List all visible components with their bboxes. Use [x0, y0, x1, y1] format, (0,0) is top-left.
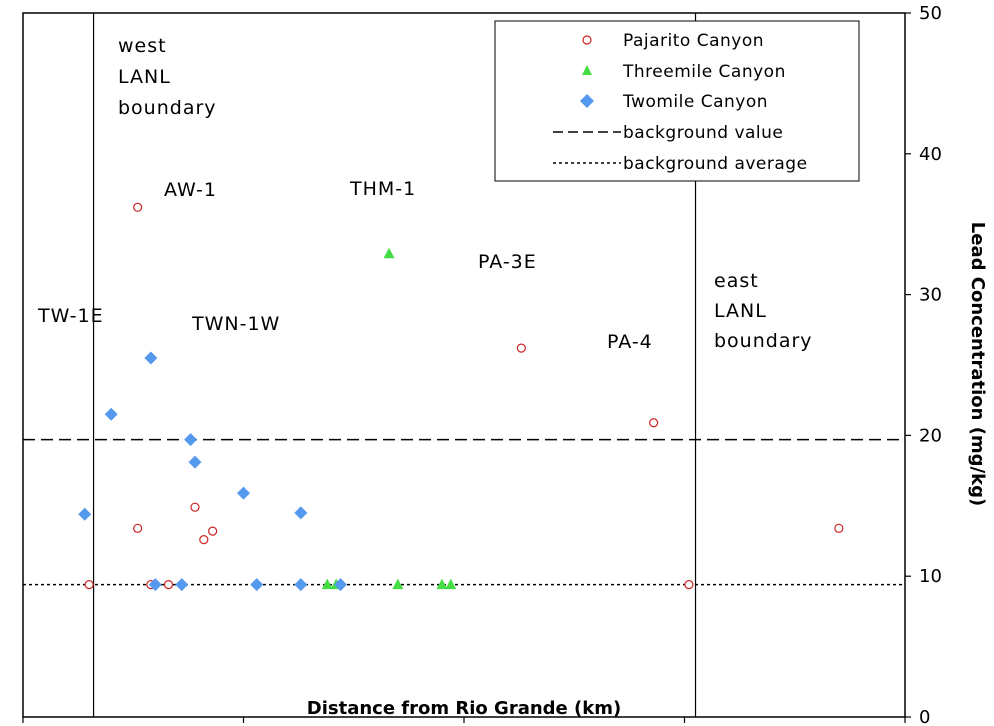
y-tick-label: 20	[919, 425, 942, 446]
west-boundary-label: west LANL boundary	[118, 35, 217, 119]
point-pajarito-canyon	[190, 502, 200, 512]
point-pajarito-canyon	[516, 343, 526, 353]
label-aw-1: AW-1	[164, 179, 217, 201]
y-axis-title: Lead Concentration (mg/kg)	[967, 222, 988, 506]
point-pajarito-canyon	[834, 523, 844, 533]
legend-label-pajarito: Pajarito Canyon	[623, 31, 764, 51]
point-pajarito-canyon	[84, 580, 94, 590]
y-tick-label: 30	[919, 285, 942, 306]
point-pajarito-canyon	[163, 580, 174, 590]
y-tick-label: 40	[919, 144, 942, 165]
label-twn-1w: TWN-1W	[191, 313, 280, 335]
legend: Pajarito Canyon Threemile Canyon Twomile…	[494, 20, 860, 182]
point-pajarito-canyon	[684, 580, 694, 590]
point-threemile-canyon	[383, 247, 395, 259]
well-labels: AW-1 THM-1 PA-3E PA-4 TW-1E TWN-1W	[37, 178, 653, 353]
point-twomile-canyon	[144, 351, 158, 365]
label-thm-1: THM-1	[349, 178, 416, 200]
point-twomile-canyon	[148, 578, 162, 592]
legend-label-twomile: Twomile Canyon	[622, 92, 768, 112]
x-axis-title: Distance from Rio Grande (km)	[307, 698, 621, 719]
west-boundary-label-line3: boundary	[118, 97, 217, 119]
west-boundary-label-line1: west	[118, 35, 167, 57]
point-pajarito-canyon	[199, 534, 209, 545]
x-axis-ticks: 20151050	[22, 717, 906, 723]
y-tick-label: 50	[919, 3, 942, 24]
point-threemile-canyon	[445, 578, 457, 590]
point-threemile-canyon	[392, 578, 404, 590]
label-pa-3e: PA-3E	[478, 251, 537, 273]
point-pajarito-canyon	[133, 202, 143, 212]
east-boundary-label-line1: east	[714, 270, 759, 292]
label-pa-4: PA-4	[607, 331, 653, 353]
point-pajarito-canyon	[649, 418, 659, 428]
legend-label-background-value: background value	[623, 123, 783, 143]
point-twomile-canyon	[250, 578, 264, 592]
legend-label-background-average: background average	[623, 154, 808, 174]
point-twomile-canyon	[175, 578, 189, 592]
point-twomile-canyon	[188, 455, 202, 469]
y-tick-label: 0	[919, 707, 930, 726]
point-pajarito-canyon	[133, 523, 143, 533]
y-tick-label: 10	[919, 566, 942, 587]
data-points	[78, 202, 844, 592]
y-axis-ticks: 0 10 20 30 40 50	[905, 3, 942, 726]
point-twomile-canyon	[184, 433, 198, 447]
label-tw-1e: TW-1E	[37, 305, 104, 327]
point-twomile-canyon	[334, 578, 348, 592]
point-threemile-canyon	[436, 578, 448, 590]
legend-marker-twomile	[580, 94, 594, 108]
point-twomile-canyon	[294, 578, 308, 592]
legend-marker-pajarito	[582, 35, 592, 45]
point-pajarito-canyon	[208, 526, 218, 536]
point-twomile-canyon	[294, 506, 308, 520]
west-boundary-label-line2: LANL	[118, 66, 171, 88]
legend-label-threemile: Threemile Canyon	[622, 62, 786, 82]
point-twomile-canyon	[78, 507, 92, 521]
east-boundary-label: east LANL boundary	[714, 270, 813, 352]
east-boundary-label-line3: boundary	[714, 330, 813, 352]
point-twomile-canyon	[104, 407, 118, 421]
east-boundary-label-line2: LANL	[714, 300, 767, 322]
point-threemile-canyon	[321, 578, 333, 590]
legend-marker-threemile	[582, 65, 592, 75]
point-twomile-canyon	[237, 486, 250, 500]
legend-box	[494, 20, 860, 182]
